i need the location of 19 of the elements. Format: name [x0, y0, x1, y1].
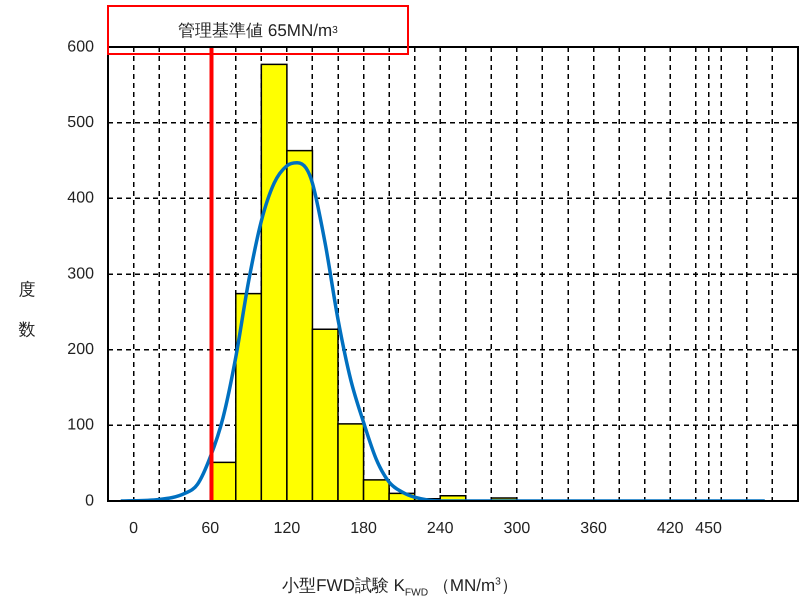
y-tick-label: 400: [67, 190, 94, 207]
y-tick-label: 0: [85, 492, 94, 510]
y-tick-label: 200: [67, 341, 94, 358]
x-tick-label: 120: [274, 520, 300, 538]
x-tick-label: 180: [350, 520, 377, 538]
x-tick-label: 450: [695, 520, 722, 538]
x-tick-label: 300: [504, 520, 530, 538]
y-tick-label: 500: [67, 114, 94, 132]
x-axis-title: 小型FWD試験 K$_{FWD}$ （MN/m$^{3}$）: [281, 575, 519, 598]
x-tick-label: 360: [580, 520, 607, 538]
y-tick-label: 300: [67, 265, 94, 282]
y-tick-label: 600: [67, 38, 94, 56]
x-tick-label: 240: [426, 520, 454, 538]
x-tick-label: 0: [129, 520, 138, 538]
x-tick-label: 60: [201, 520, 220, 538]
x-tick-label: 420: [656, 520, 684, 538]
text: 度数: [18, 280, 36, 339]
y-tick-label: 100: [67, 416, 94, 434]
ref-line-label: 管理基準値 65MN/m$^{3}$: [107, 5, 409, 55]
